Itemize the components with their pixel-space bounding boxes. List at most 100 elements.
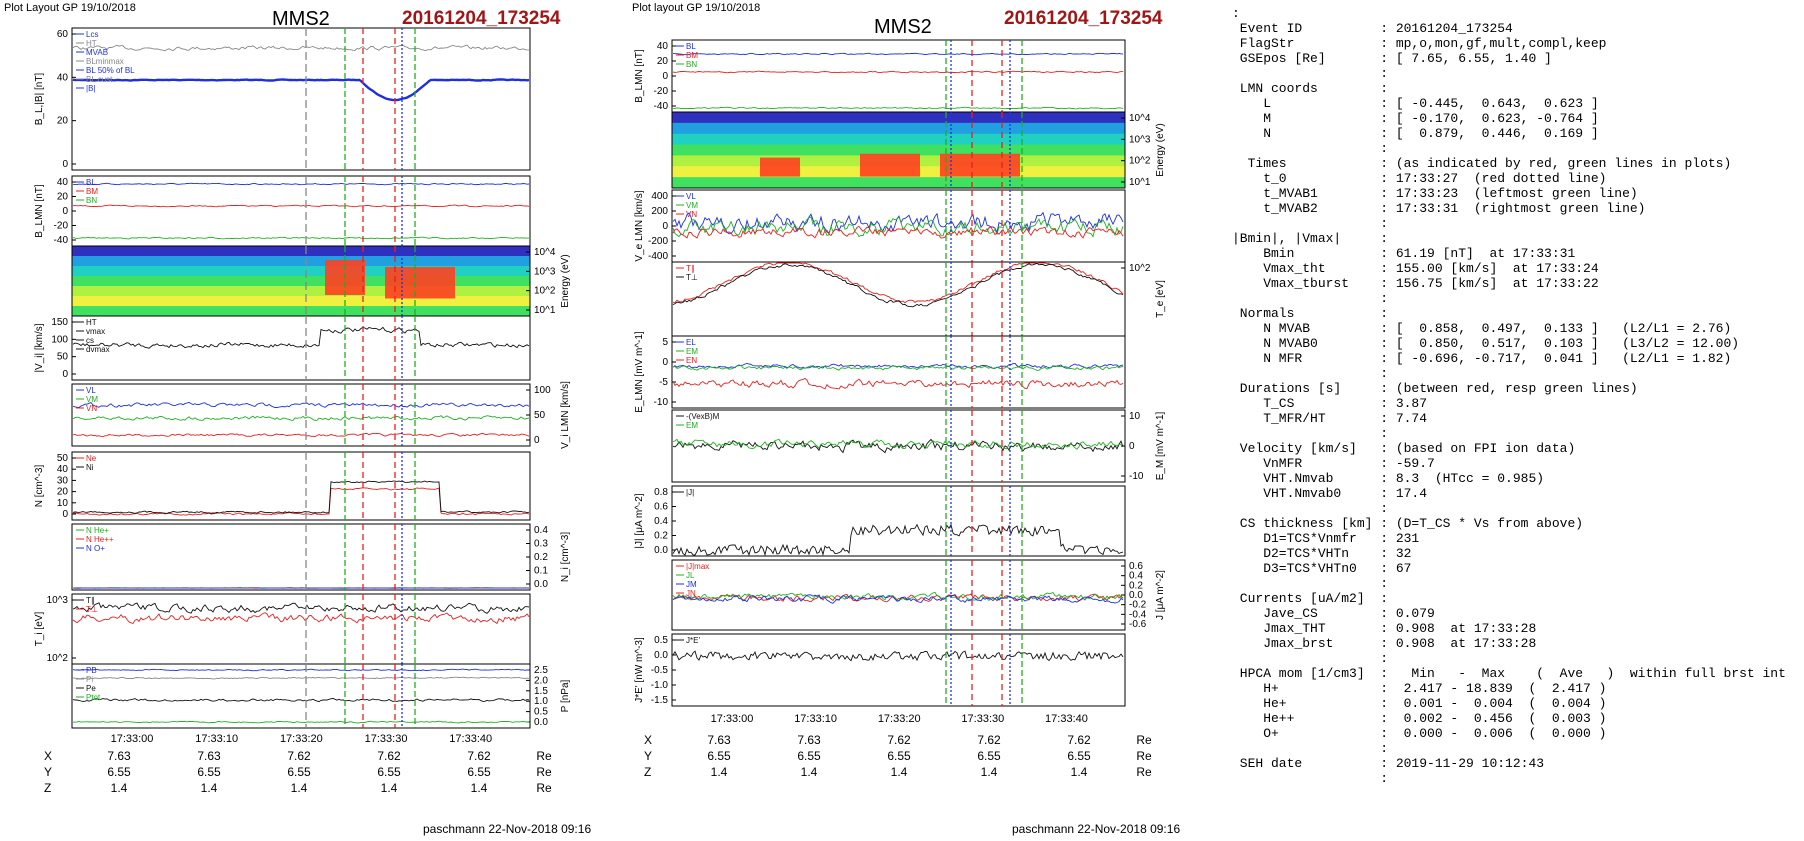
series-line <box>72 697 530 703</box>
series-line <box>72 326 530 349</box>
legend-label: Ptot <box>86 693 101 702</box>
y-tick-label: 0.2 <box>1129 580 1143 591</box>
right-footer-credit: paschmann 22-Nov-2018 09:16 <box>1012 822 1181 836</box>
chart-panel-6: 0.4 0.3 0.2 0.1 0.0 N_i [cm^-3] N He+N He++N O… <box>71 523 571 591</box>
legend-label: T∥ <box>686 264 695 273</box>
summary-line: He++ : 0.002 - 0.456 ( 0.003 ) <box>1263 711 1607 726</box>
spectrogram-band <box>672 177 1125 189</box>
y-tick-label: 10^2 <box>534 286 556 297</box>
legend-label: Ni <box>86 463 94 472</box>
legend-label: |J| <box>686 488 694 497</box>
ephemeris-value: 1.4 <box>1070 765 1088 779</box>
summary-line: |Bmin|, |Vmax| : <box>1232 231 1389 246</box>
ephemeris-value: 6.55 <box>977 749 1001 763</box>
y-tick-label: 20 <box>57 192 69 203</box>
y-tick-label: 0.4 <box>1129 571 1143 582</box>
ephemeris-value: 1.4 <box>200 781 218 795</box>
series-line <box>72 236 529 240</box>
y-tick-label: 10^3 <box>1129 134 1151 145</box>
y-tick-label: 5 <box>662 337 668 348</box>
y-tick-label: -0.4 <box>1129 609 1147 620</box>
summary-line: : <box>1380 66 1389 81</box>
y-tick-label: -40 <box>54 235 69 246</box>
y-axis-label: Energy (eV) <box>1155 123 1166 176</box>
series-line <box>72 487 530 516</box>
summary-line: : <box>1380 216 1389 231</box>
summary-line: Jmax_THT : 0.908 at 17:33:28 <box>1263 621 1537 636</box>
ephemeris-unit: Re <box>536 781 552 795</box>
summary-line: Vmax_tburst : 156.75 [km/s] at 17:33:22 <box>1263 276 1599 291</box>
right-layout-label: Plot layout GP 19/10/2018 <box>632 2 761 14</box>
time-tick-label: 17:33:10 <box>195 733 238 745</box>
legend-label: EN <box>686 356 697 365</box>
y-tick-label: 200 <box>651 206 668 217</box>
y-tick-label: 0 <box>1129 441 1135 452</box>
summary-line: t_0 : 17:33:27 (red dotted line) <box>1263 171 1607 186</box>
panel-frame <box>671 189 1126 263</box>
y-tick-label: 10^3 <box>47 595 69 606</box>
legend-label: Pi <box>86 675 93 684</box>
ephemeris-value: 7.63 <box>197 749 221 763</box>
panel-frame <box>671 633 1126 707</box>
y-tick-label: -0.5 <box>651 665 669 676</box>
ephemeris-value: 7.62 <box>1067 733 1091 747</box>
series-line <box>72 612 530 625</box>
ephemeris-value: 6.55 <box>287 765 311 779</box>
y-axis-label: V_i LMN [km/s] <box>560 381 571 449</box>
legend-label: EL <box>686 338 696 347</box>
right-spacecraft-title: MMS2 <box>874 16 932 38</box>
y-tick-label: 10^2 <box>1129 263 1151 274</box>
ephemeris-value: 1.4 <box>470 781 488 795</box>
ephemeris-value: 6.55 <box>107 765 131 779</box>
panel-frame <box>71 27 531 171</box>
y-tick-label: -0.2 <box>1129 600 1147 611</box>
y-tick-label: 0.4 <box>654 516 668 527</box>
summary-line: N MVAB : [ 0.858, 0.497, 0.133 ] (L2/L1 … <box>1263 321 1732 336</box>
time-tick-label: 17:33:40 <box>449 733 492 745</box>
y-tick-label: -1.5 <box>651 695 669 706</box>
summary-line: Jave_CS : 0.079 <box>1263 606 1435 621</box>
y-tick-label: -400 <box>648 251 668 262</box>
y-tick-label: 50 <box>57 453 69 464</box>
summary-line: Durations [s] : (between red, resp green… <box>1239 381 1638 396</box>
ephemeris-unit: Re <box>1136 765 1152 779</box>
y-axis-label: T_e [eV] <box>1155 280 1166 318</box>
spectrogram-hot-region <box>940 153 1020 177</box>
series-line <box>672 262 1124 304</box>
series-line <box>72 602 530 614</box>
series-line <box>672 106 1124 110</box>
summary-line: GSEpos [Re] : [ 7.65, 6.55, 1.40 ] <box>1239 51 1552 66</box>
ephemeris-value: 1.4 <box>800 765 818 779</box>
summary-line: Bmin : 61.19 [nT] at 17:33:31 <box>1263 246 1576 261</box>
ephemeris-label: Y <box>644 749 653 763</box>
ephemeris-label: X <box>644 733 653 747</box>
y-tick-label: 0.0 <box>654 545 668 556</box>
y-axis-label: V_e LMN [km/s] <box>634 190 645 261</box>
y-tick-label: -10 <box>654 397 669 408</box>
y-tick-label: -5 <box>659 377 668 388</box>
spectrogram-band <box>72 256 530 267</box>
ephemeris-row-z: Z 1.4 1.4 1.4 1.4 1.4 Re <box>644 764 1164 780</box>
y-tick-label: 10^1 <box>1129 177 1151 188</box>
ephemeris-unit: Re <box>536 765 552 779</box>
ephemeris-value: 7.63 <box>707 733 731 747</box>
y-tick-label: 30 <box>57 475 69 486</box>
panel-frame <box>71 383 531 447</box>
y-tick-label: 60 <box>57 29 69 40</box>
y-tick-label: 2.5 <box>534 665 548 676</box>
ephemeris-value: 6.55 <box>707 749 731 763</box>
y-axis-label: N_i [cm^-3] <box>560 532 571 582</box>
chart-panel-17: 0.5 0.0 -0.5 -1.0 -1.5 J*E' [nW m^-3] J*E' <box>634 633 1126 707</box>
summary-line: Vmax_tht : 155.00 [km/s] at 17:33:24 <box>1263 261 1599 276</box>
legend-label: J*E' <box>686 636 700 645</box>
y-tick-label: 20 <box>57 116 69 127</box>
series-line <box>72 44 530 52</box>
y-tick-label: 0.8 <box>654 487 668 498</box>
spectrogram-band <box>672 122 1125 135</box>
y-tick-label: 40 <box>57 464 69 475</box>
summary-line: : <box>1380 651 1389 666</box>
left-spacecraft-title: MMS2 <box>272 8 330 30</box>
